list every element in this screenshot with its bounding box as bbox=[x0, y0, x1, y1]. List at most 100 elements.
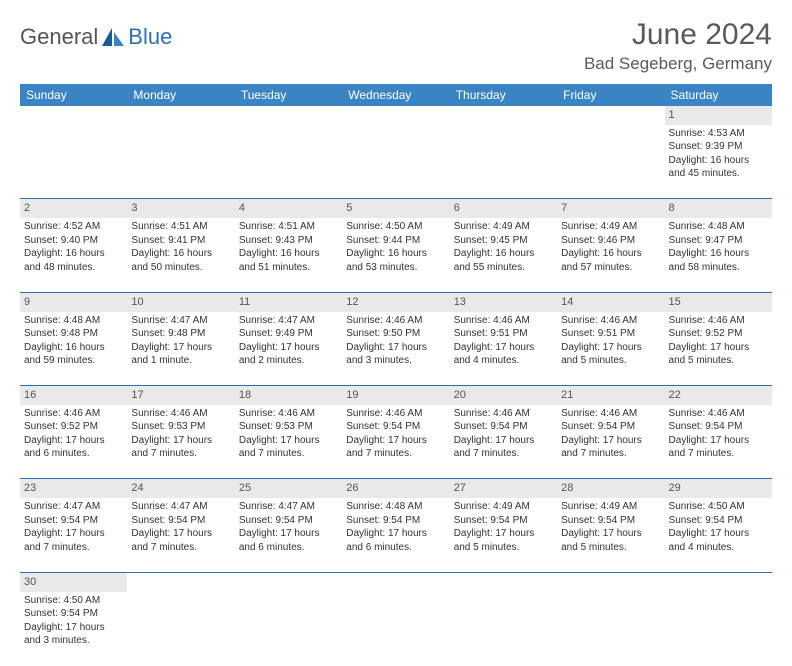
weekday-header-row: Sunday Monday Tuesday Wednesday Thursday… bbox=[20, 84, 772, 106]
day-cell: Sunrise: 4:46 AMSunset: 9:51 PMDaylight:… bbox=[450, 312, 557, 386]
day2-text: and 3 minutes. bbox=[24, 634, 123, 648]
day-cell bbox=[235, 592, 342, 666]
col-saturday: Saturday bbox=[665, 84, 772, 106]
week-row: Sunrise: 4:53 AMSunset: 9:39 PMDaylight:… bbox=[20, 125, 772, 199]
day1-text: Daylight: 17 hours bbox=[454, 527, 553, 541]
day-number: 4 bbox=[235, 199, 342, 218]
sunset-text: Sunset: 9:54 PM bbox=[454, 514, 553, 528]
day2-text: and 2 minutes. bbox=[239, 354, 338, 368]
sunrise-text: Sunrise: 4:47 AM bbox=[131, 500, 230, 514]
day2-text: and 7 minutes. bbox=[669, 447, 768, 461]
day-cell: Sunrise: 4:48 AMSunset: 9:54 PMDaylight:… bbox=[342, 498, 449, 572]
daynum-row: 23242526272829 bbox=[20, 479, 772, 498]
day-cell: Sunrise: 4:46 AMSunset: 9:50 PMDaylight:… bbox=[342, 312, 449, 386]
day-cell: Sunrise: 4:46 AMSunset: 9:52 PMDaylight:… bbox=[20, 405, 127, 479]
day-number bbox=[450, 572, 557, 591]
sunrise-text: Sunrise: 4:48 AM bbox=[346, 500, 445, 514]
day2-text: and 4 minutes. bbox=[669, 541, 768, 555]
calendar-table: Sunday Monday Tuesday Wednesday Thursday… bbox=[20, 84, 772, 666]
day1-text: Daylight: 17 hours bbox=[454, 434, 553, 448]
day-number: 26 bbox=[342, 479, 449, 498]
day-number: 10 bbox=[127, 292, 234, 311]
day2-text: and 6 minutes. bbox=[24, 447, 123, 461]
day1-text: Daylight: 16 hours bbox=[24, 341, 123, 355]
day-number: 16 bbox=[20, 386, 127, 405]
sunrise-text: Sunrise: 4:46 AM bbox=[669, 407, 768, 421]
brand-name-1: General bbox=[20, 24, 98, 50]
day-cell: Sunrise: 4:51 AMSunset: 9:43 PMDaylight:… bbox=[235, 218, 342, 292]
sunset-text: Sunset: 9:54 PM bbox=[561, 420, 660, 434]
location-subtitle: Bad Segeberg, Germany bbox=[584, 54, 772, 74]
day2-text: and 48 minutes. bbox=[24, 261, 123, 275]
sunrise-text: Sunrise: 4:51 AM bbox=[131, 220, 230, 234]
week-row: Sunrise: 4:52 AMSunset: 9:40 PMDaylight:… bbox=[20, 218, 772, 292]
day-number: 7 bbox=[557, 199, 664, 218]
day-number: 17 bbox=[127, 386, 234, 405]
day-number: 27 bbox=[450, 479, 557, 498]
sunrise-text: Sunrise: 4:46 AM bbox=[239, 407, 338, 421]
daynum-row: 9101112131415 bbox=[20, 292, 772, 311]
day2-text: and 6 minutes. bbox=[346, 541, 445, 555]
sunrise-text: Sunrise: 4:49 AM bbox=[454, 220, 553, 234]
sunrise-text: Sunrise: 4:46 AM bbox=[24, 407, 123, 421]
day-cell: Sunrise: 4:46 AMSunset: 9:53 PMDaylight:… bbox=[127, 405, 234, 479]
day1-text: Daylight: 17 hours bbox=[561, 341, 660, 355]
sunrise-text: Sunrise: 4:51 AM bbox=[239, 220, 338, 234]
day-cell bbox=[557, 125, 664, 199]
col-friday: Friday bbox=[557, 84, 664, 106]
day1-text: Daylight: 16 hours bbox=[561, 247, 660, 261]
sunset-text: Sunset: 9:53 PM bbox=[131, 420, 230, 434]
sunset-text: Sunset: 9:54 PM bbox=[24, 514, 123, 528]
col-wednesday: Wednesday bbox=[342, 84, 449, 106]
day1-text: Daylight: 17 hours bbox=[131, 434, 230, 448]
day1-text: Daylight: 17 hours bbox=[346, 527, 445, 541]
day2-text: and 7 minutes. bbox=[561, 447, 660, 461]
sunset-text: Sunset: 9:43 PM bbox=[239, 234, 338, 248]
sunrise-text: Sunrise: 4:50 AM bbox=[24, 594, 123, 608]
day-number: 30 bbox=[20, 572, 127, 591]
day-number bbox=[557, 106, 664, 125]
sunset-text: Sunset: 9:54 PM bbox=[24, 607, 123, 621]
sunset-text: Sunset: 9:48 PM bbox=[24, 327, 123, 341]
day-cell: Sunrise: 4:47 AMSunset: 9:54 PMDaylight:… bbox=[20, 498, 127, 572]
day1-text: Daylight: 17 hours bbox=[131, 341, 230, 355]
day-cell bbox=[342, 592, 449, 666]
week-row: Sunrise: 4:50 AMSunset: 9:54 PMDaylight:… bbox=[20, 592, 772, 666]
sunrise-text: Sunrise: 4:46 AM bbox=[346, 314, 445, 328]
day-cell: Sunrise: 4:47 AMSunset: 9:54 PMDaylight:… bbox=[127, 498, 234, 572]
day-number: 23 bbox=[20, 479, 127, 498]
day-cell bbox=[20, 125, 127, 199]
sunrise-text: Sunrise: 4:49 AM bbox=[561, 500, 660, 514]
day2-text: and 7 minutes. bbox=[24, 541, 123, 555]
day1-text: Daylight: 17 hours bbox=[239, 527, 338, 541]
sunrise-text: Sunrise: 4:47 AM bbox=[239, 314, 338, 328]
sunset-text: Sunset: 9:54 PM bbox=[669, 420, 768, 434]
day2-text: and 7 minutes. bbox=[346, 447, 445, 461]
day2-text: and 58 minutes. bbox=[669, 261, 768, 275]
sunset-text: Sunset: 9:47 PM bbox=[669, 234, 768, 248]
day2-text: and 7 minutes. bbox=[454, 447, 553, 461]
sunrise-text: Sunrise: 4:46 AM bbox=[561, 407, 660, 421]
day-cell: Sunrise: 4:48 AMSunset: 9:48 PMDaylight:… bbox=[20, 312, 127, 386]
day-cell bbox=[450, 592, 557, 666]
col-sunday: Sunday bbox=[20, 84, 127, 106]
day-number: 18 bbox=[235, 386, 342, 405]
day-number: 2 bbox=[20, 199, 127, 218]
day-cell bbox=[127, 592, 234, 666]
sunrise-text: Sunrise: 4:46 AM bbox=[454, 407, 553, 421]
sunrise-text: Sunrise: 4:48 AM bbox=[669, 220, 768, 234]
day2-text: and 4 minutes. bbox=[454, 354, 553, 368]
sunset-text: Sunset: 9:48 PM bbox=[131, 327, 230, 341]
day-number: 21 bbox=[557, 386, 664, 405]
day-number bbox=[235, 572, 342, 591]
sunrise-text: Sunrise: 4:52 AM bbox=[24, 220, 123, 234]
day1-text: Daylight: 16 hours bbox=[669, 154, 768, 168]
day-cell bbox=[450, 125, 557, 199]
day-number: 8 bbox=[665, 199, 772, 218]
sunrise-text: Sunrise: 4:46 AM bbox=[346, 407, 445, 421]
day-cell: Sunrise: 4:50 AMSunset: 9:54 PMDaylight:… bbox=[665, 498, 772, 572]
sunset-text: Sunset: 9:51 PM bbox=[561, 327, 660, 341]
day2-text: and 5 minutes. bbox=[454, 541, 553, 555]
day1-text: Daylight: 17 hours bbox=[239, 434, 338, 448]
sunset-text: Sunset: 9:54 PM bbox=[454, 420, 553, 434]
